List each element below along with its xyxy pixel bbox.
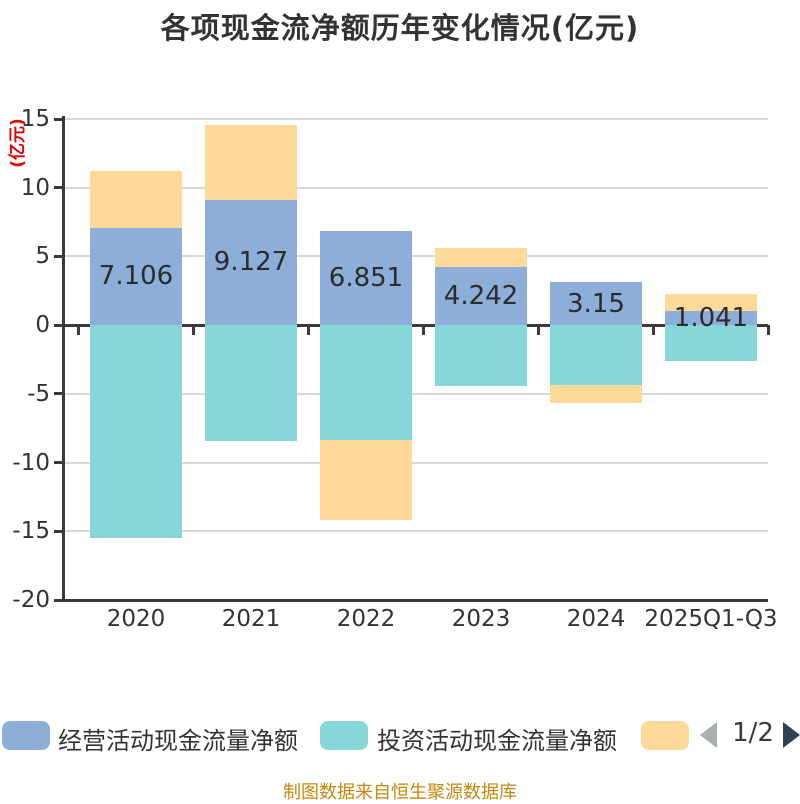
y-axis-tick <box>54 529 65 533</box>
y-axis-tick <box>54 186 65 190</box>
legend-next-icon[interactable] <box>783 722 800 748</box>
bar-value-label: 4.242 <box>443 281 519 311</box>
legend-swatch-financing[interactable] <box>641 721 689 750</box>
x-axis-tick <box>307 325 310 336</box>
x-axis-tick <box>77 325 80 336</box>
y-axis-tick <box>54 392 65 396</box>
y-tick-label: -5 <box>27 380 50 407</box>
chart-title: 各项现金流净额历年变化情况(亿元) <box>160 11 640 45</box>
bar-segment-投资活动现金流量净额-2024 <box>550 325 642 385</box>
bar-value-label: 1.041 <box>673 303 749 333</box>
bar-segment-经营活动现金流量净额-2021 <box>205 199 297 326</box>
legend-prev-icon[interactable] <box>700 722 717 748</box>
bar-segment-经营活动现金流量净额-2022 <box>320 231 412 326</box>
bar-segment-经营活动现金流量净额-2025Q1-Q3 <box>665 310 757 326</box>
gridline <box>65 461 768 464</box>
x-axis-label: 2021 <box>221 606 281 632</box>
bar-segment-经营活动现金流量净额-2020 <box>90 227 182 326</box>
data-source-note: 制图数据来自恒生聚源数据库 <box>283 782 517 803</box>
y-axis-tick <box>54 117 65 121</box>
gridline <box>65 186 768 189</box>
legend-label-operating[interactable]: 经营活动现金流量净额 <box>58 727 298 755</box>
legend-swatch-operating[interactable] <box>2 721 50 750</box>
x-axis-tick <box>652 325 655 336</box>
x-axis-bottom-line <box>62 599 768 602</box>
legend-page-indicator: 1/2 <box>732 718 774 748</box>
bar-segment-投资活动现金流量净额-2025Q1-Q3 <box>665 325 757 361</box>
bar-segment-投资活动现金流量净额-2020 <box>90 325 182 539</box>
bar-segment-series2-2023 <box>435 247 527 267</box>
x-axis-label: 2024 <box>566 606 626 632</box>
gridline <box>65 392 768 395</box>
x-axis-tick <box>192 325 195 336</box>
x-axis-tick <box>767 325 770 336</box>
gridline <box>65 118 768 120</box>
y-axis-tick <box>54 598 65 602</box>
y-axis-tick <box>54 323 65 327</box>
bar-segment-投资活动现金流量净额-2022 <box>320 325 412 440</box>
bar-segment-series2-2024 <box>550 384 642 403</box>
gridline <box>65 530 768 533</box>
y-tick-label: -20 <box>12 587 50 613</box>
bar-segment-经营活动现金流量净额-2024 <box>550 281 642 326</box>
bar-segment-投资活动现金流量净额-2023 <box>435 325 527 386</box>
bar-segment-经营活动现金流量净额-2023 <box>435 266 527 326</box>
x-axis-tick <box>537 325 540 336</box>
bar-segment-series2-2021 <box>205 124 297 200</box>
bar-value-label: 9.127 <box>213 247 289 278</box>
y-tick-label: 10 <box>20 174 50 201</box>
y-tick-label: -10 <box>12 449 50 476</box>
y-axis-line <box>62 116 65 602</box>
y-tick-label: 15 <box>20 106 50 132</box>
y-tick-label: 0 <box>35 312 50 339</box>
x-axis-label: 2023 <box>451 606 511 632</box>
x-axis-tick <box>422 325 425 336</box>
y-axis-tick <box>54 461 65 465</box>
bar-value-label: 3.15 <box>567 288 625 319</box>
x-axis-label: 2025Q1-Q3 <box>644 606 778 632</box>
y-axis-tick <box>54 254 65 258</box>
y-tick-label: 5 <box>35 243 50 270</box>
bar-segment-投资活动现金流量净额-2021 <box>205 325 297 442</box>
x-axis-label: 2022 <box>336 606 396 632</box>
bar-value-label: 7.106 <box>98 261 174 292</box>
bar-segment-series2-2022 <box>320 439 412 520</box>
legend-label-investing[interactable]: 投资活动现金流量净额 <box>377 727 617 755</box>
zero-axis-line <box>65 323 768 327</box>
gridline <box>65 255 768 258</box>
legend-swatch-investing[interactable] <box>320 721 368 750</box>
x-axis-label: 2020 <box>106 606 166 632</box>
bar-segment-series2-2020 <box>90 170 182 228</box>
bar-value-label: 6.851 <box>328 263 404 294</box>
bar-segment-series2-2025Q1-Q3 <box>665 294 757 311</box>
y-tick-label: -15 <box>12 518 50 545</box>
